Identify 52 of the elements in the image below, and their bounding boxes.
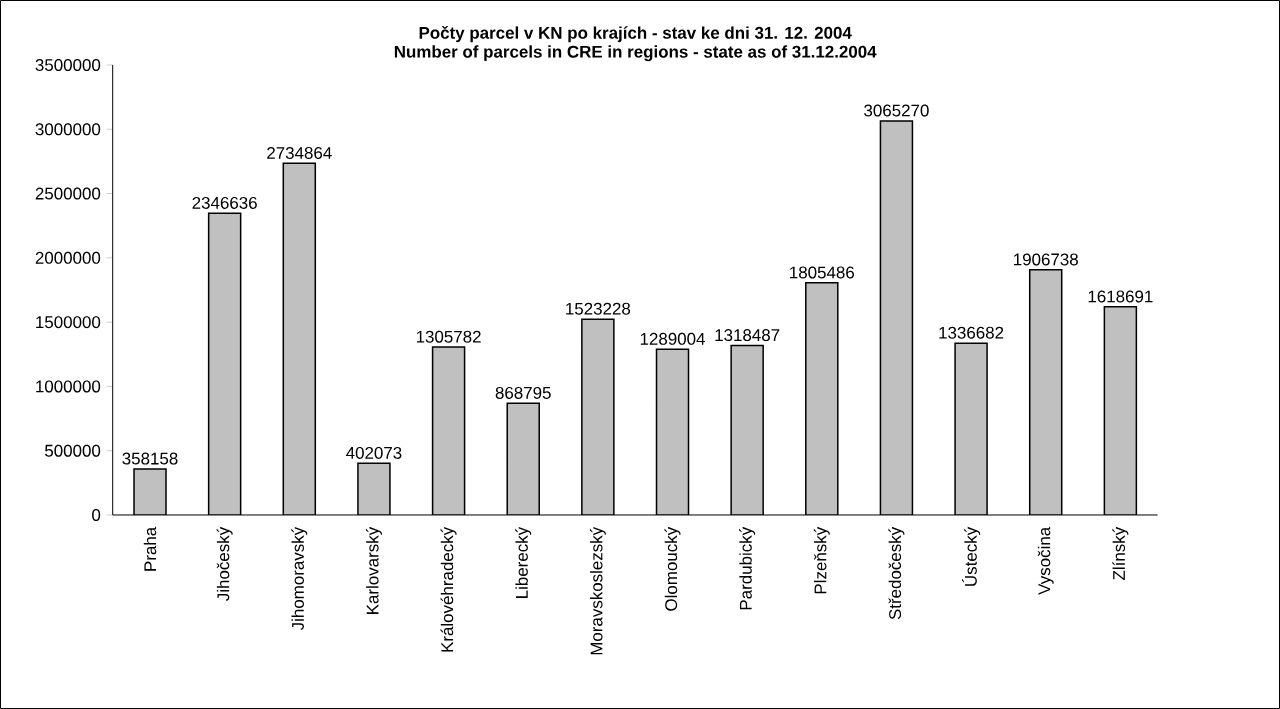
y-tick-label: 2500000 [35, 187, 101, 200]
bar [207, 212, 242, 515]
data-label: 1618691 [1088, 290, 1153, 303]
bar [730, 344, 764, 515]
x-tick-label: Jihomoravský [291, 526, 308, 631]
bar [357, 462, 391, 515]
data-label: 1289004 [640, 332, 705, 345]
data-label: 2734864 [267, 146, 332, 159]
x-tick-label: Olomoucký [664, 526, 681, 611]
bar [805, 282, 839, 515]
x-tick-label: Středočeský [888, 526, 905, 620]
bar [133, 468, 167, 515]
bar [581, 318, 615, 515]
y-tick-label: 0 [92, 508, 101, 521]
data-label: 2346636 [192, 196, 257, 209]
x-tick-label: Královéhradecký [440, 526, 457, 652]
data-label: 868795 [495, 386, 551, 399]
y-tick-label: 2000000 [35, 251, 101, 264]
x-tick-label: Moravskoslezský [589, 526, 606, 655]
y-tick-label: 3000000 [35, 123, 101, 136]
data-label: 1805486 [790, 266, 854, 279]
data-label: 358158 [122, 452, 178, 465]
x-tick-label: Praha [143, 526, 157, 571]
bar [431, 346, 466, 515]
x-tick-label: Plzeňský [813, 526, 830, 594]
data-label: 402073 [346, 446, 402, 459]
bar [282, 162, 317, 515]
x-tick-label: Liberecký [515, 526, 532, 598]
x-tick-label: Karlovarský [365, 526, 382, 614]
x-tick-label: Pardubický [739, 526, 756, 610]
data-label: 1523228 [566, 302, 631, 315]
data-label: 3065270 [864, 104, 929, 117]
bar [506, 402, 540, 515]
bar [954, 342, 988, 515]
bar [879, 120, 914, 515]
y-tick-label: 3500000 [35, 58, 101, 71]
data-label: 1336682 [939, 326, 1004, 339]
data-label: 1906738 [1014, 253, 1078, 266]
y-tick-label: 1500000 [36, 316, 101, 329]
bar [1028, 269, 1063, 515]
data-label: 1318487 [715, 329, 780, 342]
chart-subtitle: Number of parcels in CRE in regions - state as of 31.12.2004 [394, 45, 877, 62]
x-tick-label: Vysočina [1037, 526, 1054, 595]
x-tick-label: Ústecký [961, 526, 981, 586]
chart-title: Počty parcel v KN po krajích - stav ke dni 31. 12. 2004 [419, 26, 852, 43]
data-label: 1305782 [416, 330, 481, 343]
y-tick-label: 500000 [45, 444, 101, 457]
x-tick-label: Zlínský [1112, 526, 1129, 580]
x-tick-label: Jihočeský [216, 526, 233, 601]
bar [1103, 306, 1138, 515]
bar [655, 348, 690, 515]
y-tick-label: 1000000 [36, 380, 101, 393]
